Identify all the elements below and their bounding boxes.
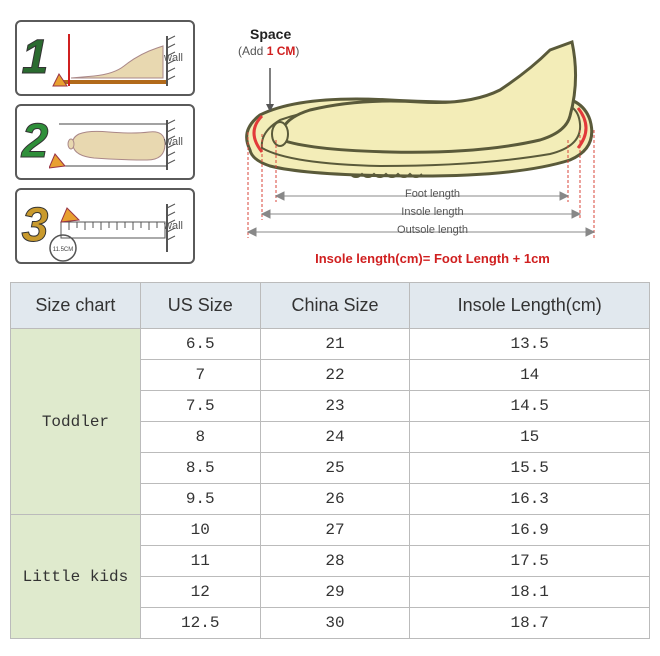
cell-china: 21	[260, 329, 410, 360]
cell-us: 12.5	[140, 608, 260, 639]
cell-china: 24	[260, 422, 410, 453]
outsole-length-label: Outsole length	[220, 224, 645, 236]
shoe-diagram: Space (Add 1 CM)	[220, 20, 645, 264]
table-header-row: Size chart US Size China Size Insole Len…	[11, 283, 650, 329]
step-number-2: 2	[21, 118, 49, 166]
group-cell: Toddler	[11, 329, 141, 515]
cell-insole: 17.5	[410, 546, 650, 577]
cell-insole: 13.5	[410, 329, 650, 360]
wall-label: wall	[164, 220, 183, 232]
top-section: 1 wall 2	[0, 0, 660, 274]
wall-label: wall	[164, 136, 183, 148]
cell-china: 26	[260, 484, 410, 515]
cell-insole: 16.9	[410, 515, 650, 546]
step-2: 2 wall	[15, 104, 195, 180]
cell-us: 6.5	[140, 329, 260, 360]
step-2-illustration: wall	[49, 110, 189, 174]
cell-us: 9.5	[140, 484, 260, 515]
space-sublabel: (Add 1 CM)	[238, 44, 299, 58]
th-insole-length: Insole Length(cm)	[410, 283, 650, 329]
insole-length-label: Insole length	[220, 206, 645, 218]
measurement-steps: 1 wall 2	[15, 20, 195, 264]
cell-us: 11	[140, 546, 260, 577]
cell-insole: 16.3	[410, 484, 650, 515]
cell-insole: 15.5	[410, 453, 650, 484]
ruler-reading: 11.5CM	[53, 247, 74, 253]
th-size-chart: Size chart	[11, 283, 141, 329]
cell-us: 8	[140, 422, 260, 453]
cell-china: 30	[260, 608, 410, 639]
cell-china: 29	[260, 577, 410, 608]
cell-insole: 14	[410, 360, 650, 391]
cell-china: 25	[260, 453, 410, 484]
cell-china: 23	[260, 391, 410, 422]
cell-us: 12	[140, 577, 260, 608]
group-cell: Little kids	[11, 515, 141, 639]
th-china-size: China Size	[260, 283, 410, 329]
cell-us: 7	[140, 360, 260, 391]
cell-china: 22	[260, 360, 410, 391]
th-us-size: US Size	[140, 283, 260, 329]
formula: Insole length(cm)= Foot Length + 1cm	[220, 251, 645, 266]
cell-china: 27	[260, 515, 410, 546]
space-label: Space	[250, 26, 291, 42]
cell-insole: 14.5	[410, 391, 650, 422]
cell-insole: 15	[410, 422, 650, 453]
step-1-illustration: wall	[49, 26, 189, 90]
wall-label: wall	[164, 52, 183, 64]
size-chart-table: Size chart US Size China Size Insole Len…	[10, 282, 650, 639]
cell-insole: 18.7	[410, 608, 650, 639]
cell-us: 10	[140, 515, 260, 546]
step-number-3: 3	[21, 202, 49, 250]
table-row: Toddler6.52113.5	[11, 329, 650, 360]
step-number-1: 1	[21, 34, 49, 82]
cell-insole: 18.1	[410, 577, 650, 608]
cell-us: 7.5	[140, 391, 260, 422]
table-row: Little kids102716.9	[11, 515, 650, 546]
step-3-illustration: 11.5CM wall	[49, 194, 189, 258]
step-3: 3	[15, 188, 195, 264]
step-1: 1 wall	[15, 20, 195, 96]
cell-us: 8.5	[140, 453, 260, 484]
cell-china: 28	[260, 546, 410, 577]
foot-length-label: Foot length	[220, 188, 645, 200]
